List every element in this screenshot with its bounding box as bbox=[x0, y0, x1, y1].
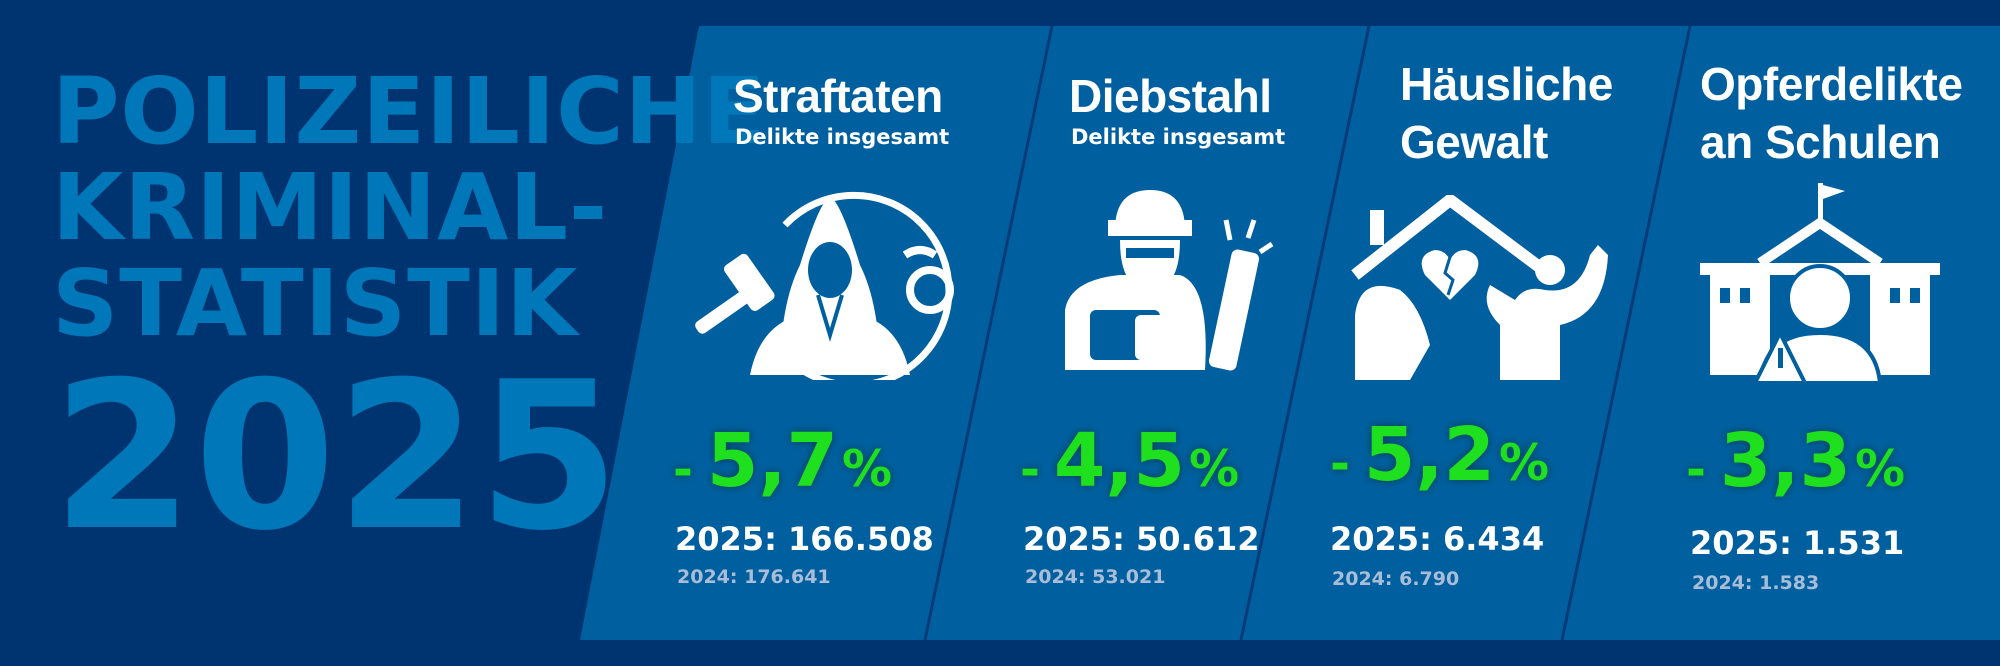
minus-sign: - bbox=[1686, 442, 1706, 498]
minus-sign: - bbox=[1330, 436, 1350, 492]
card-title: Straftaten bbox=[733, 70, 943, 122]
divider bbox=[923, 25, 1054, 641]
minus-sign: - bbox=[1020, 442, 1040, 498]
card-title: Diebstahl bbox=[1069, 70, 1272, 122]
current-value: 2025: 166.508 bbox=[675, 520, 934, 558]
previous-value: 2024: 1.583 bbox=[1692, 572, 1820, 594]
heading-line-1: POLIZEILICHE bbox=[52, 58, 767, 165]
current-value: 2025: 50.612 bbox=[1023, 520, 1260, 558]
card-subtitle: Delikte insgesamt bbox=[1071, 125, 1286, 149]
card-subtitle: Delikte insgesamt bbox=[735, 125, 950, 149]
current-value: 2025: 6.434 bbox=[1330, 520, 1545, 558]
card-title-line-2: an Schulen bbox=[1700, 116, 1941, 168]
divider bbox=[1560, 25, 1692, 641]
card-title-line-2: Gewalt bbox=[1400, 116, 1548, 168]
divider bbox=[1239, 25, 1371, 641]
percent-sign: % bbox=[1855, 440, 1906, 498]
previous-value: 2024: 176.641 bbox=[677, 566, 831, 588]
masked-thief-flashlight-icon bbox=[1065, 190, 1274, 371]
change-percent: -5,2% bbox=[1330, 412, 1549, 518]
heading-line-3: STATISTIK bbox=[52, 250, 579, 357]
house-broken-heart-violence-icon bbox=[1351, 195, 1608, 380]
percent-sign: % bbox=[1189, 440, 1240, 498]
stats-panel bbox=[580, 26, 2000, 640]
previous-value: 2024: 53.021 bbox=[1025, 566, 1166, 588]
card-title: Häusliche bbox=[1400, 58, 1613, 110]
change-percent: -5,7% bbox=[673, 418, 892, 524]
change-value: 3,3 bbox=[1719, 418, 1852, 504]
change-value: 5,2 bbox=[1363, 412, 1496, 498]
change-value: 5,7 bbox=[706, 418, 839, 504]
change-percent: -4,5% bbox=[1020, 418, 1239, 524]
hooded-criminal-gavel-handcuffs-icon bbox=[695, 191, 954, 380]
percent-sign: % bbox=[842, 440, 893, 498]
heading-year: 2025 bbox=[52, 339, 620, 576]
school-student-warning-icon bbox=[1700, 183, 1940, 383]
change-percent: -3,3% bbox=[1686, 418, 1905, 524]
heading-line-2: KRIMINAL- bbox=[52, 154, 609, 261]
card-title: Opferdelikte bbox=[1700, 58, 1963, 110]
percent-sign: % bbox=[1499, 434, 1550, 492]
minus-sign: - bbox=[673, 442, 693, 498]
current-value: 2025: 1.531 bbox=[1690, 524, 1905, 562]
change-value: 4,5 bbox=[1053, 418, 1186, 504]
previous-value: 2024: 6.790 bbox=[1332, 568, 1460, 590]
